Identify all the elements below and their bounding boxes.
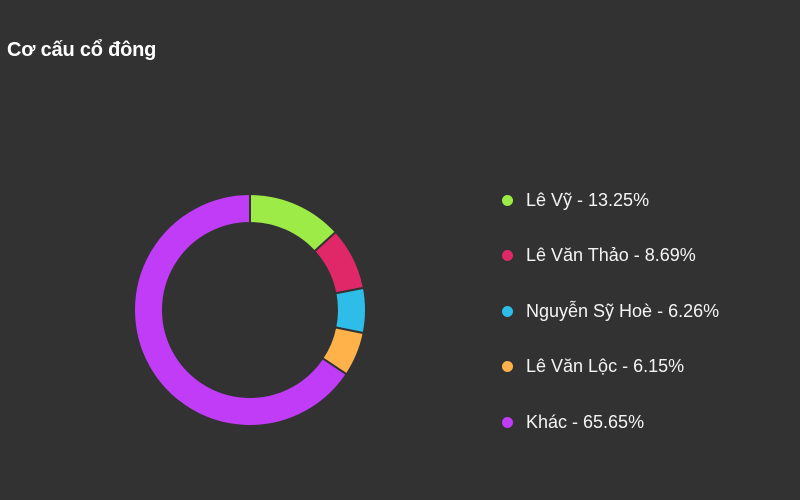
legend-label: Lê Văn Lộc - 6.15% — [526, 356, 685, 376]
legend-dot-icon — [502, 194, 513, 206]
legend-item-le-vy[interactable]: Lê Vỹ - 13.25% — [500, 185, 719, 215]
legend-dot-icon — [502, 361, 513, 372]
donut-slices — [133, 192, 367, 427]
legend-dot-icon — [502, 250, 513, 261]
legend-item-khac[interactable]: Khác - 65.65% — [500, 407, 719, 437]
chart-legend: Lê Vỹ - 13.25% Lê Văn Thảo - 8.69% Nguyễ… — [500, 185, 719, 463]
donut-slice-khac[interactable] — [133, 192, 348, 427]
donut-slice-nguyen-sy-hoe[interactable] — [334, 286, 367, 335]
chart-title: Cơ cấu cổ đông — [7, 39, 157, 61]
legend-label: Khác - 65.65% — [526, 411, 645, 432]
legend-item-nguyen-sy-hoe[interactable]: Nguyễn Sỹ Hoè - 6.26% — [500, 296, 719, 326]
legend-label: Lê Văn Thảo - 8.69% — [526, 245, 696, 265]
legend-dot-icon — [502, 305, 513, 317]
legend-label: Lê Vỹ - 13.25% — [526, 189, 650, 210]
legend-dot-icon — [502, 416, 513, 428]
legend-item-le-van-loc[interactable]: Lê Văn Lộc - 6.15% — [500, 352, 719, 382]
legend-item-le-van-thao[interactable]: Lê Văn Thảo - 8.69% — [500, 241, 719, 271]
legend-label: Nguyễn Sỹ Hoè - 6.26% — [526, 300, 720, 321]
